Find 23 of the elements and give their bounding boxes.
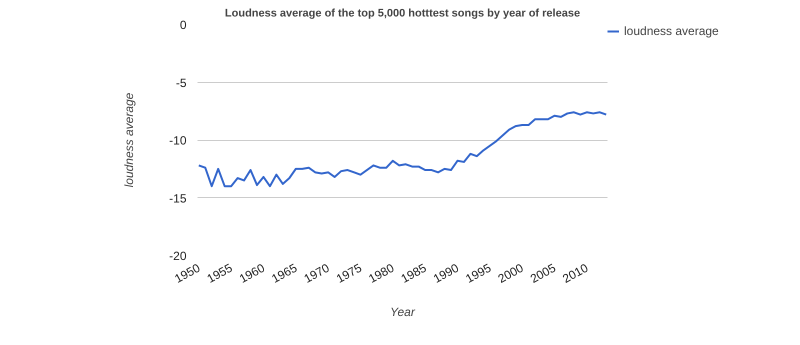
x-tick-label: 1990 [430,260,462,286]
y-axis-title: loudness average [122,92,136,188]
y-tick-label: -5 [176,76,187,90]
y-tick-label: -15 [169,191,187,206]
x-axis-title: Year [390,305,416,320]
x-tick-label: 2000 [496,260,526,286]
x-tick-label: 1960 [236,260,268,286]
x-tick-label: 1995 [463,260,494,286]
x-tick-label: 1950 [172,260,203,286]
x-tick-label: 1980 [366,260,397,286]
x-tick-label: 1955 [204,260,236,286]
x-tick-label: 1985 [398,260,430,286]
y-tick-label: -10 [169,134,187,148]
x-tick-label: 2005 [528,260,558,286]
y-tick-label: -20 [169,249,187,263]
chart-title: Loudness average of the top 5,000 hotttest songs by year of release [224,8,580,20]
x-tick-label: 1970 [302,260,332,286]
legend-label: loudness average [624,24,719,38]
x-tick-label: 2010 [560,260,591,286]
x-tick-label: 1975 [334,260,364,286]
x-tick-label: 1965 [269,260,300,286]
line-series [198,111,608,188]
y-tick-label: 0 [180,18,187,32]
